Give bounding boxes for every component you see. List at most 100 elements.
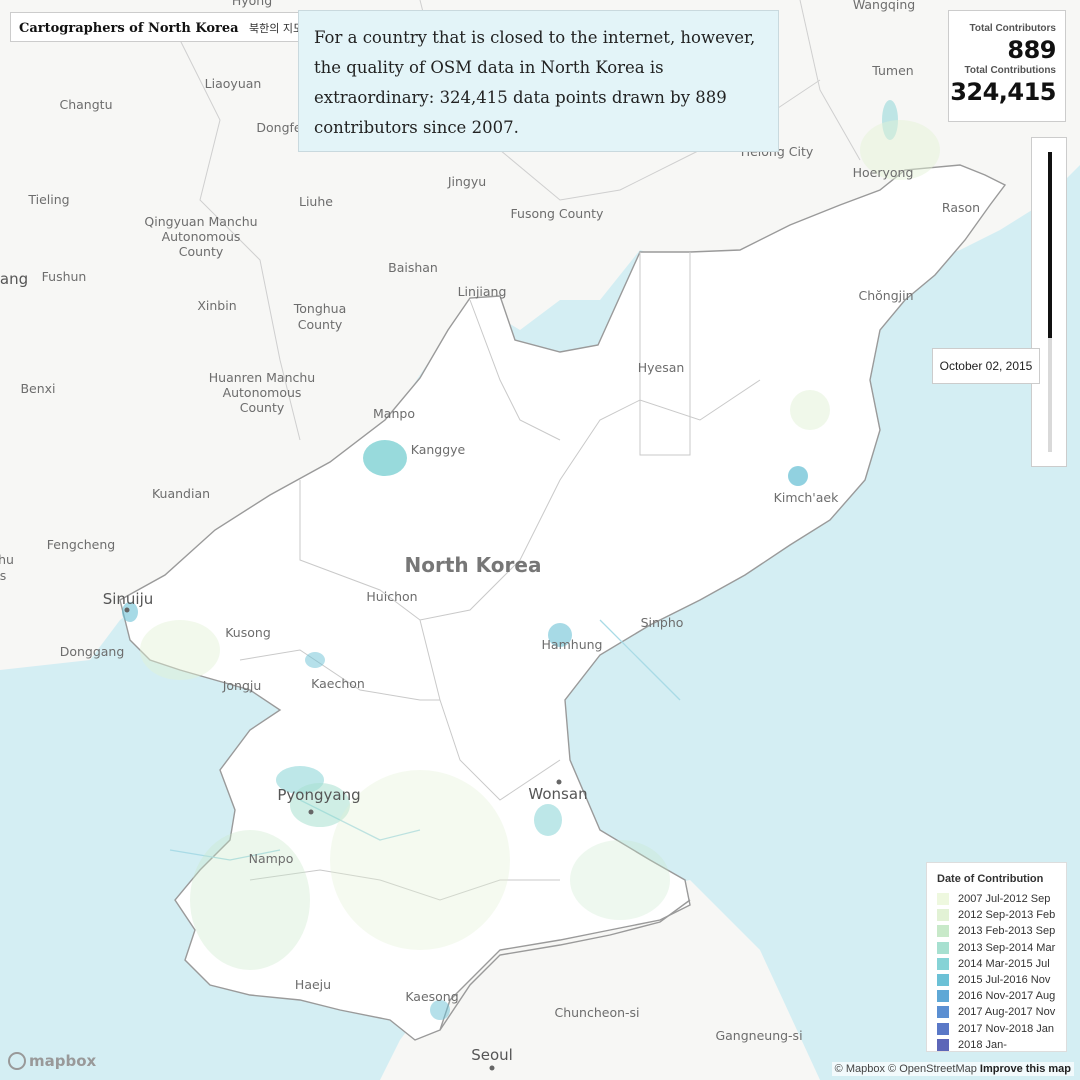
label-kuandian: Kuandian bbox=[152, 486, 210, 501]
legend-item: 2012 Sep-2013 Feb bbox=[937, 907, 1066, 923]
mapbox-logo-text: mapbox bbox=[29, 1052, 97, 1070]
label-liuhe: Liuhe bbox=[299, 194, 333, 209]
page-subtitle-korean: 북한의 지도 제 bbox=[249, 22, 310, 35]
label-qingyuan-3: County bbox=[179, 244, 224, 259]
legend-item-label: 2013 Feb-2013 Sep bbox=[958, 925, 1056, 938]
mapbox-logo[interactable]: mapbox bbox=[8, 1052, 96, 1070]
label-haeju: Haeju bbox=[295, 977, 331, 992]
place-labels: Wangqing Hyong Tumen Changtu Liaoyuan Do… bbox=[0, 0, 980, 1064]
label-wonsan: Wonsan bbox=[528, 785, 587, 803]
legend-item-label: 2017 Nov-2018 Jan bbox=[958, 1022, 1055, 1035]
label-donggang: Donggang bbox=[60, 644, 125, 659]
legend-item: 2013 Sep-2014 Mar bbox=[937, 940, 1066, 956]
label-tumen: Tumen bbox=[871, 63, 913, 78]
legend-swatch bbox=[937, 893, 949, 906]
label-gangneung: Gangneung-si bbox=[715, 1028, 802, 1043]
story-text: For a country that is closed to the inte… bbox=[314, 28, 756, 137]
mapbox-logo-icon bbox=[8, 1052, 26, 1070]
contributors-value: 889 bbox=[1007, 36, 1056, 64]
legend-swatch bbox=[937, 974, 949, 987]
timeline-track[interactable] bbox=[1048, 152, 1052, 452]
label-huanren-2: Autonomous bbox=[223, 385, 302, 400]
label-tonghua-1: Tonghua bbox=[293, 301, 347, 316]
south-korea-land bbox=[380, 880, 820, 1080]
legend-item-label: 2015 Jul-2016 Nov bbox=[958, 974, 1051, 987]
label-kaesong: Kaesong bbox=[405, 989, 458, 1004]
legend-item-label: 2017 Aug-2017 Nov bbox=[958, 1006, 1056, 1019]
label-liaoyuan: Liaoyuan bbox=[205, 76, 262, 91]
contributions-value: 324,415 bbox=[950, 78, 1056, 106]
page-title: Cartographers of North Korea bbox=[19, 21, 239, 36]
label-huichon: Huichon bbox=[366, 589, 417, 604]
label-hyong: Hyong bbox=[232, 0, 272, 8]
timeline-progress bbox=[1048, 152, 1052, 338]
legend-swatch bbox=[937, 1006, 949, 1019]
legend-swatch bbox=[937, 909, 949, 922]
legend-swatch bbox=[937, 941, 949, 954]
label-hoeryong: Hoeryong bbox=[853, 165, 914, 180]
label-huanren-1: Huanren Manchu bbox=[209, 370, 315, 385]
label-fusong: Fusong County bbox=[511, 206, 605, 221]
legend-items: 2007 Jul-2012 Sep 2012 Sep-2013 Feb 2013… bbox=[937, 891, 1066, 1053]
province-lines bbox=[239, 252, 761, 901]
label-sinpho: Sinpho bbox=[641, 615, 684, 630]
attribution-mapbox-link[interactable]: © Mapbox bbox=[834, 1063, 885, 1075]
label-nampo: Nampo bbox=[249, 851, 294, 866]
label-tieling: Tieling bbox=[27, 192, 69, 207]
timeline-date-tooltip: October 02, 2015 bbox=[932, 348, 1040, 384]
improve-map-link[interactable]: Improve this map bbox=[979, 1063, 1071, 1075]
label-xinbin: Xinbin bbox=[197, 298, 236, 313]
label-kusong: Kusong bbox=[225, 625, 271, 640]
label-wangqing: Wangqing bbox=[853, 0, 915, 12]
legend-item: 2017 Aug-2017 Nov bbox=[937, 1004, 1066, 1020]
china-land bbox=[0, 0, 1080, 670]
legend-item: 2013 Feb-2013 Sep bbox=[937, 923, 1066, 939]
label-jingyu: Jingyu bbox=[447, 174, 486, 189]
legend-item-label: 2013 Sep-2014 Mar bbox=[958, 941, 1056, 954]
label-qingyuan-2: Autonomous bbox=[162, 229, 241, 244]
label-s: s bbox=[0, 568, 6, 583]
label-baishan: Baishan bbox=[388, 260, 438, 275]
label-changtu: Changtu bbox=[60, 97, 113, 112]
timeline-slider[interactable] bbox=[1031, 137, 1067, 467]
label-kaechon: Kaechon bbox=[311, 676, 365, 691]
label-kanggye: Kanggye bbox=[411, 442, 466, 457]
label-fengcheng: Fengcheng bbox=[47, 537, 115, 552]
label-dongfe: Dongfe bbox=[256, 120, 302, 135]
timeline-date: October 02, 2015 bbox=[939, 359, 1033, 373]
legend-item: 2014 Mar-2015 Jul bbox=[937, 956, 1066, 972]
contributions-label: Total Contributions bbox=[964, 65, 1056, 76]
label-jongju: Jongju bbox=[222, 678, 262, 693]
legend-title: Date of Contribution bbox=[937, 873, 1044, 885]
dmz-line bbox=[439, 899, 691, 1031]
label-rason: Rason bbox=[942, 200, 980, 215]
attribution-osm-link[interactable]: © OpenStreetMap bbox=[888, 1063, 977, 1075]
legend-item: 2016 Nov-2017 Aug bbox=[937, 988, 1066, 1004]
legend-swatch bbox=[937, 990, 949, 1003]
label-fushun: Fushun bbox=[42, 269, 87, 284]
city-dots bbox=[124, 607, 562, 1071]
label-pyongyang: Pyongyang bbox=[277, 786, 360, 804]
label-qingyuan-1: Qingyuan Manchu bbox=[144, 214, 257, 229]
map-attribution: © Mapbox © OpenStreetMap Improve this ma… bbox=[831, 1062, 1074, 1076]
label-hu: hu bbox=[0, 552, 14, 567]
legend-item: 2018 Jan- bbox=[937, 1037, 1066, 1053]
legend-item-label: 2012 Sep-2013 Feb bbox=[958, 909, 1056, 922]
title-box: Cartographers of North Korea 북한의 지도 제 bbox=[10, 12, 310, 42]
label-tonghua-2: County bbox=[298, 317, 343, 332]
label-huanren-3: County bbox=[240, 400, 285, 415]
label-seoul: Seoul bbox=[471, 1046, 513, 1064]
story-panel: For a country that is closed to the inte… bbox=[298, 10, 779, 152]
label-hyesan: Hyesan bbox=[638, 360, 685, 375]
legend-item-label: 2018 Jan- bbox=[958, 1038, 1007, 1051]
label-chuncheon: Chuncheon-si bbox=[554, 1005, 639, 1020]
label-linjiang: Linjiang bbox=[458, 284, 507, 299]
legend-swatch bbox=[937, 957, 949, 970]
label-kimchaek: Kimch'aek bbox=[774, 490, 839, 505]
label-country: North Korea bbox=[405, 553, 542, 577]
label-ang: ang bbox=[0, 270, 28, 288]
legend-swatch bbox=[937, 1022, 949, 1035]
label-benxi: Benxi bbox=[20, 381, 55, 396]
legend-item-label: 2014 Mar-2015 Jul bbox=[958, 957, 1050, 970]
